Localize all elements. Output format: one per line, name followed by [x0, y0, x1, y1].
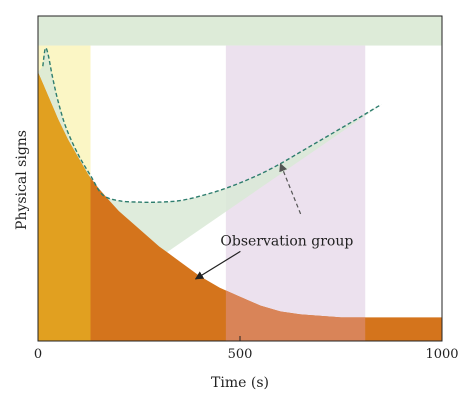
x-tick-label: 0	[34, 347, 42, 362]
dashed-curve-line	[42, 47, 382, 204]
x-tick-label: 500	[228, 347, 253, 362]
x-axis-title: Time (s)	[211, 375, 269, 391]
top-band	[38, 16, 442, 46]
dashed-curve-arrow	[279, 162, 302, 215]
x-tick-label: 1000	[425, 347, 458, 362]
plot-area	[38, 16, 442, 341]
solid-curve-area-yellow-segment	[38, 72, 91, 341]
observation-group-arrow	[194, 250, 241, 280]
y-axis-title: Physical signs	[14, 130, 30, 230]
solid-curve-area-lavender-segment	[225, 290, 366, 341]
x-ticks: 0 500 1000	[34, 336, 459, 362]
solid-curve-area	[38, 72, 442, 341]
observation-group-label: Observation group	[220, 233, 353, 249]
